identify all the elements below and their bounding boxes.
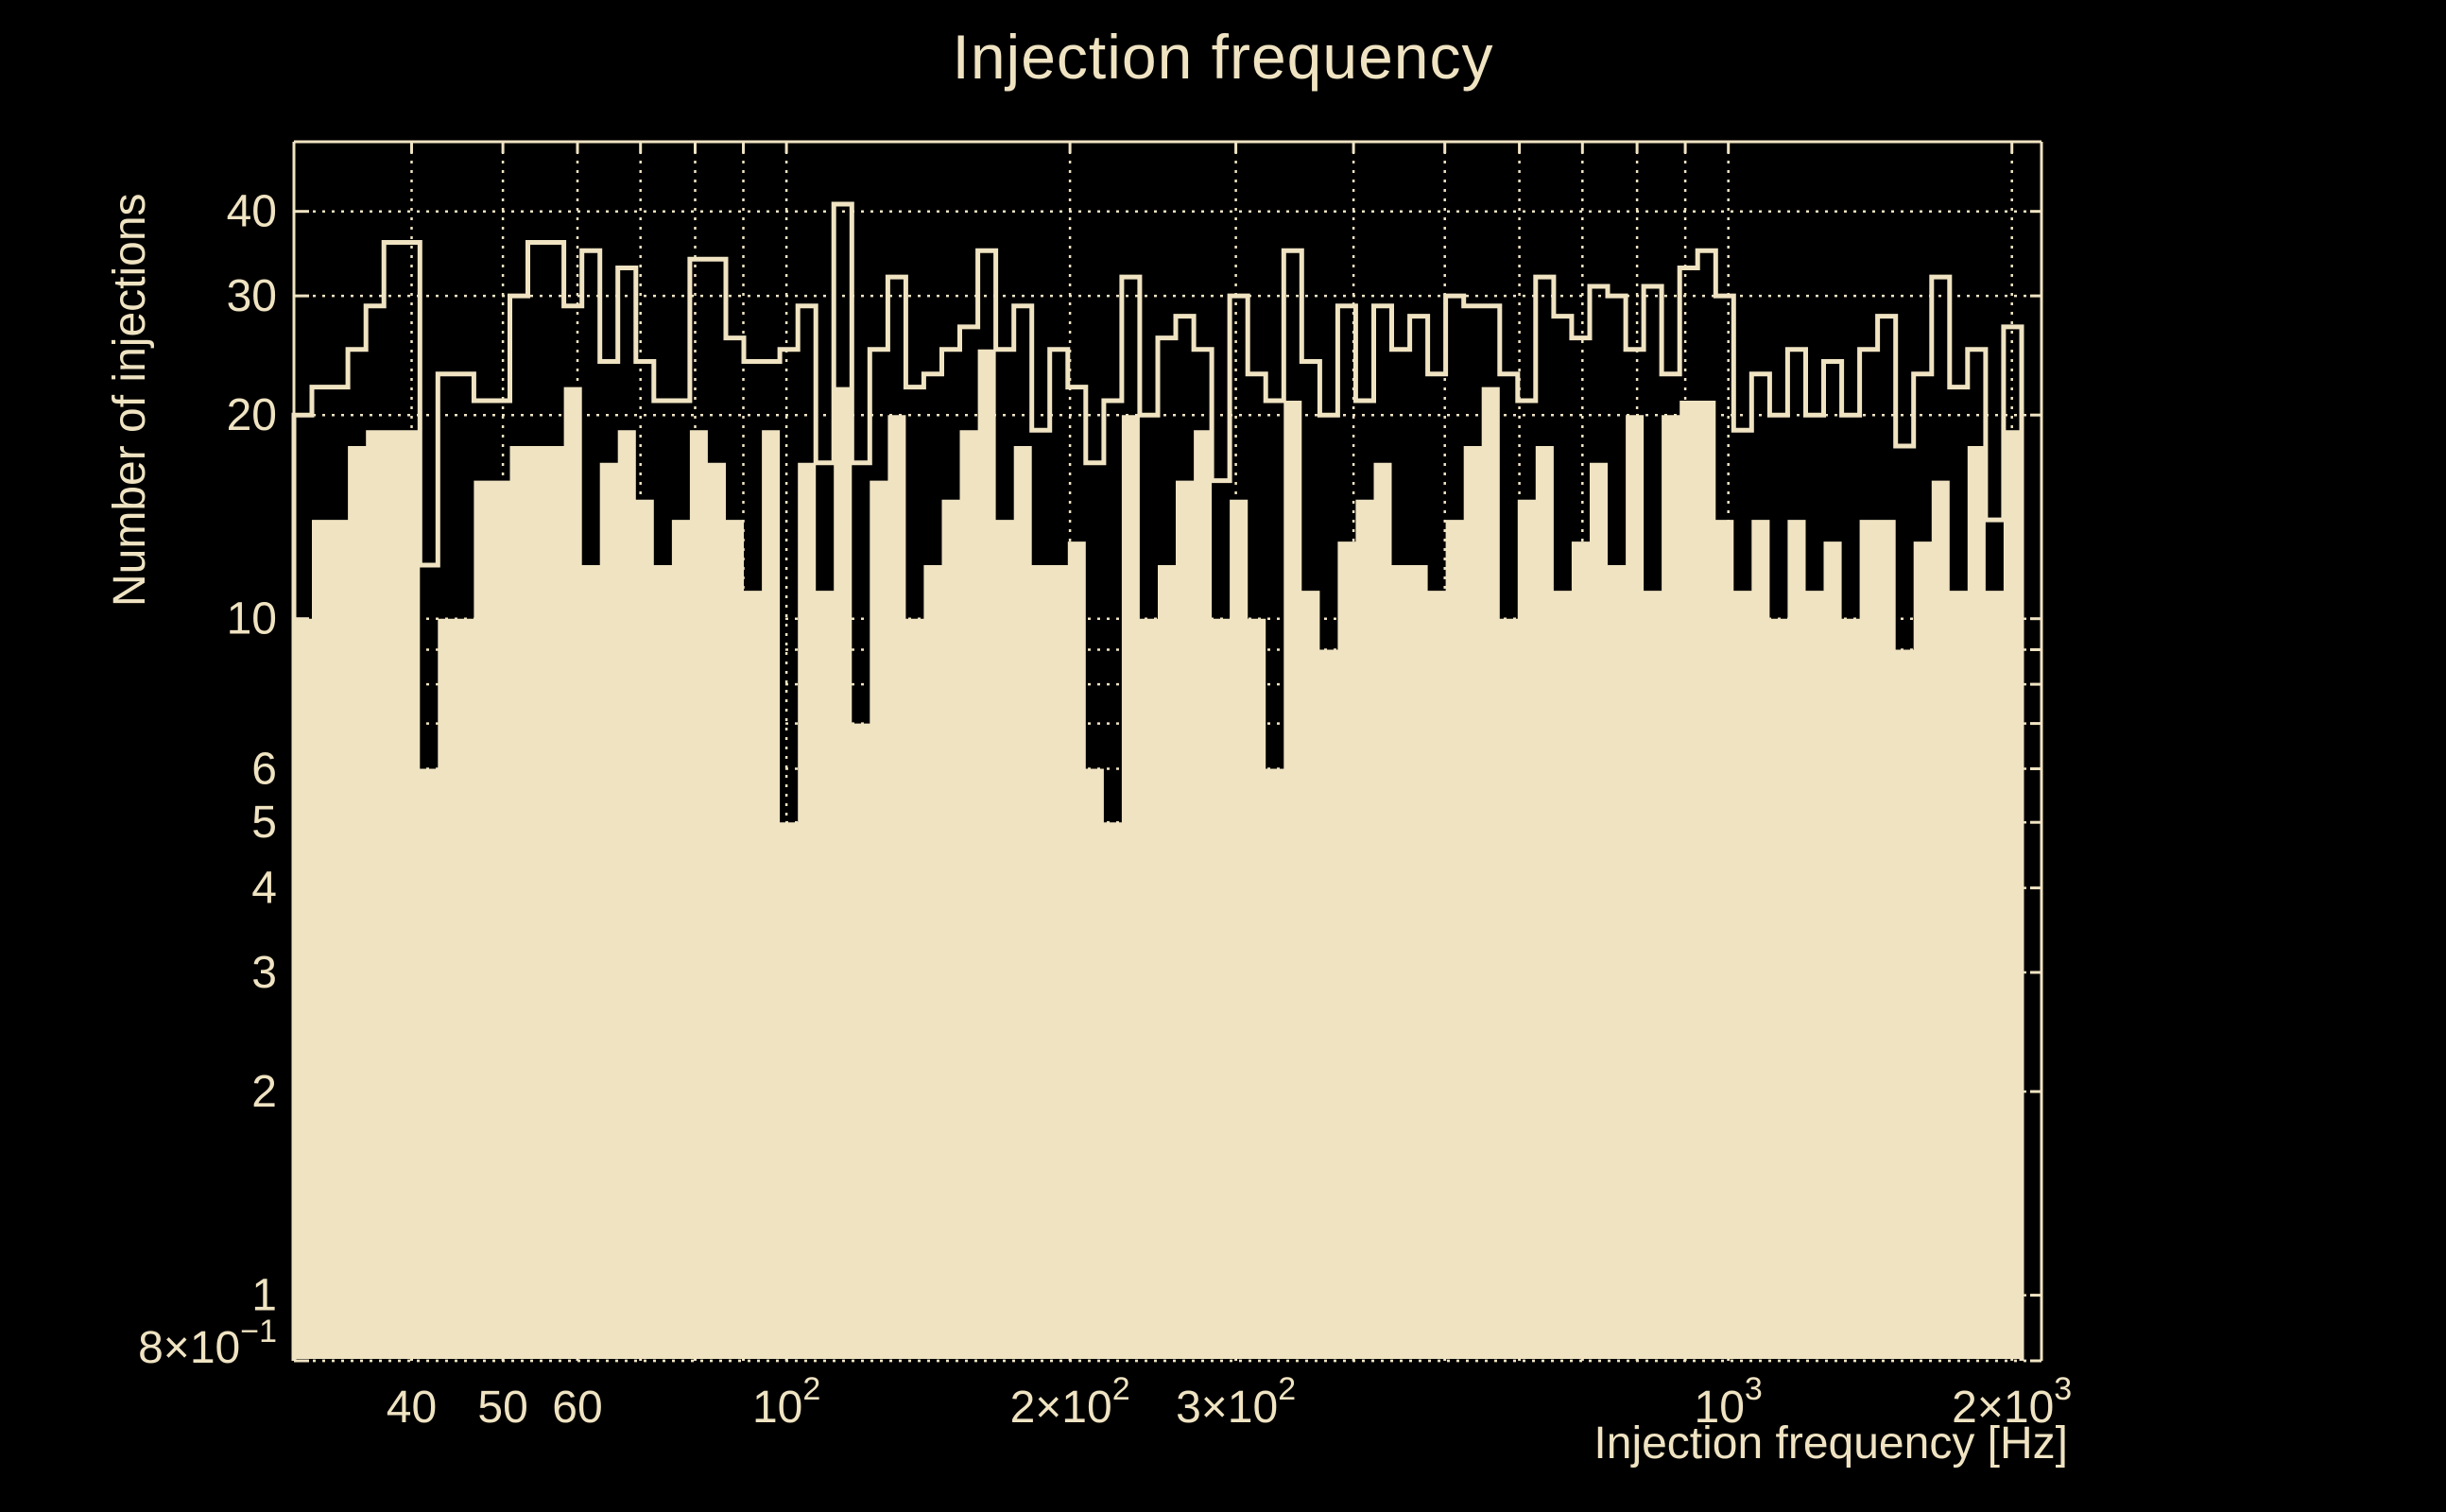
axis-ticks — [294, 142, 2041, 1363]
x-tick-label: 60 — [552, 1383, 602, 1433]
y-tick-label: 8×10−1 — [138, 1314, 277, 1373]
outline-histogram — [291, 201, 2024, 1361]
y-tick-label: 30 — [227, 271, 277, 321]
y-tick-label: 6 — [251, 745, 277, 795]
y-axis-title: Number of injections — [105, 193, 155, 607]
chart-title: Injection frequency — [952, 22, 1494, 92]
x-tick-label: 102 — [752, 1371, 820, 1433]
y-tick-label: 10 — [227, 594, 277, 644]
y-tick-label: 4 — [251, 864, 277, 914]
filled-histogram — [294, 349, 2022, 1359]
y-tick-label: 20 — [227, 390, 277, 440]
y-tick-labels: 40 30 20 10 65 4 3 2 18×10−1 — [138, 187, 277, 1373]
y-tick-label: 2 — [251, 1067, 277, 1117]
y-tick-label: 1 — [251, 1271, 277, 1321]
plot-frame — [292, 140, 2043, 1361]
x-tick-label: 50 — [477, 1383, 527, 1433]
y-tick-label: 5 — [251, 798, 277, 848]
x-tick-labels: 40 50 60 102 2×102 3×102 103 2×103 — [387, 1371, 2072, 1433]
y-tick-label: 40 — [227, 187, 277, 237]
x-tick-label: 3×102 — [1176, 1371, 1296, 1433]
x-axis-title: Injection frequency [Hz] — [1593, 1418, 2068, 1469]
y-tick-label: 3 — [251, 948, 277, 998]
x-tick-label: 40 — [387, 1383, 437, 1433]
x-tick-label: 2×102 — [1010, 1371, 1130, 1433]
